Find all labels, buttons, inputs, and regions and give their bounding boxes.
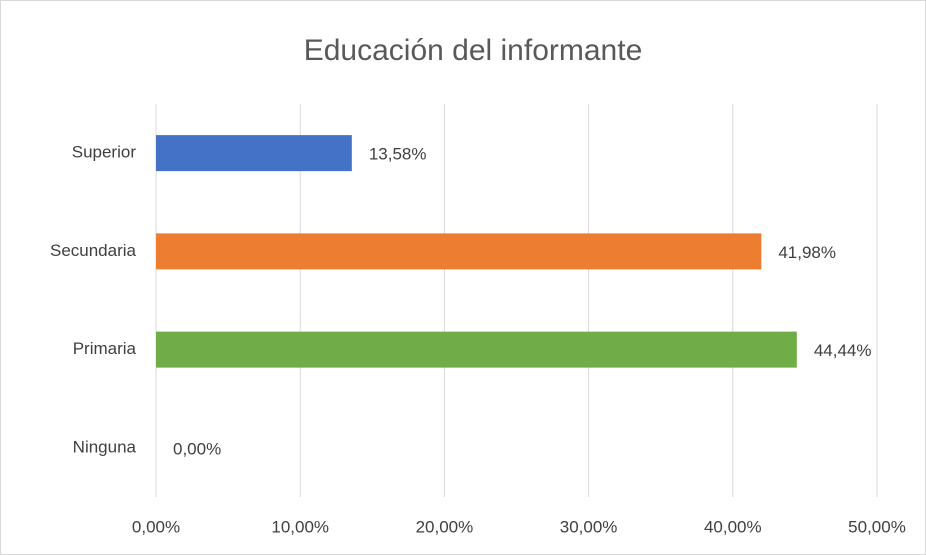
- data-label: 0,00%: [173, 439, 221, 458]
- bar: [156, 135, 352, 172]
- data-label: 44,44%: [814, 341, 872, 360]
- x-tick-label: 40,00%: [704, 517, 762, 536]
- data-label: 41,98%: [778, 243, 836, 262]
- data-label: 13,58%: [369, 145, 427, 164]
- y-tick-label: Ninguna: [73, 437, 137, 456]
- y-tick-label: Secundaria: [50, 241, 137, 260]
- bar: [156, 233, 762, 270]
- chart-title: Educación del informante: [304, 34, 643, 67]
- x-tick-label: 20,00%: [416, 517, 474, 536]
- x-tick-label: 10,00%: [271, 517, 329, 536]
- y-tick-label: Primaria: [73, 339, 137, 358]
- x-tick-label: 0,00%: [132, 517, 180, 536]
- bar: [156, 331, 797, 368]
- x-tick-label: 30,00%: [560, 517, 618, 536]
- y-tick-label: Superior: [72, 143, 137, 162]
- x-tick-label: 50,00%: [848, 517, 906, 536]
